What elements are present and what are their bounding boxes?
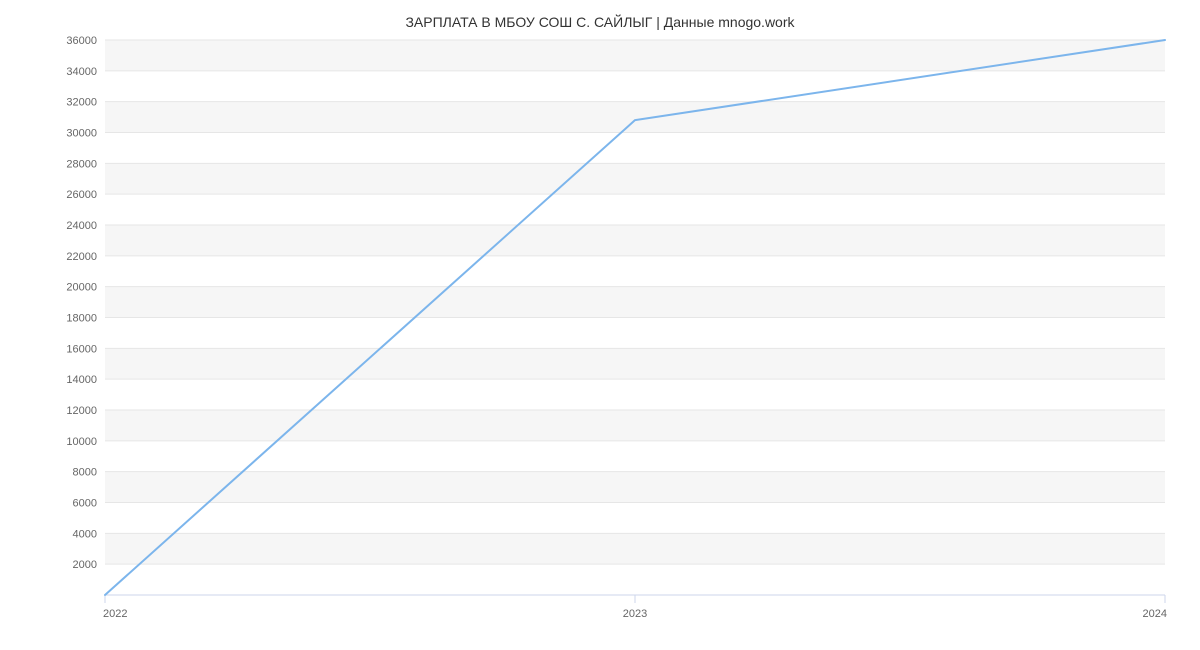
svg-text:18000: 18000 bbox=[66, 313, 97, 325]
svg-text:10000: 10000 bbox=[66, 436, 97, 448]
salary-line-chart: ЗАРПЛАТА В МБОУ СОШ С. САЙЛЫГ | Данные m… bbox=[0, 0, 1200, 650]
svg-text:20000: 20000 bbox=[66, 282, 97, 294]
svg-text:34000: 34000 bbox=[66, 66, 97, 78]
svg-text:8000: 8000 bbox=[73, 467, 97, 479]
svg-text:30000: 30000 bbox=[66, 128, 97, 140]
svg-text:22000: 22000 bbox=[66, 251, 97, 263]
chart-title: ЗАРПЛАТА В МБОУ СОШ С. САЙЛЫГ | Данные m… bbox=[0, 14, 1200, 30]
svg-text:24000: 24000 bbox=[66, 220, 97, 232]
svg-text:2024: 2024 bbox=[1143, 608, 1167, 620]
svg-text:26000: 26000 bbox=[66, 189, 97, 201]
svg-text:28000: 28000 bbox=[66, 158, 97, 170]
svg-text:6000: 6000 bbox=[73, 498, 97, 510]
svg-text:14000: 14000 bbox=[66, 374, 97, 386]
svg-text:32000: 32000 bbox=[66, 97, 97, 109]
svg-text:2022: 2022 bbox=[103, 608, 127, 620]
svg-text:36000: 36000 bbox=[66, 35, 97, 47]
svg-text:12000: 12000 bbox=[66, 405, 97, 417]
svg-text:16000: 16000 bbox=[66, 343, 97, 355]
chart-svg: 2000 4000 6000 8000 10000 12000 14000 16000 1800… bbox=[0, 0, 1200, 650]
svg-text:2023: 2023 bbox=[623, 608, 647, 620]
svg-text:4000: 4000 bbox=[73, 528, 97, 540]
svg-text:2000: 2000 bbox=[73, 559, 97, 571]
